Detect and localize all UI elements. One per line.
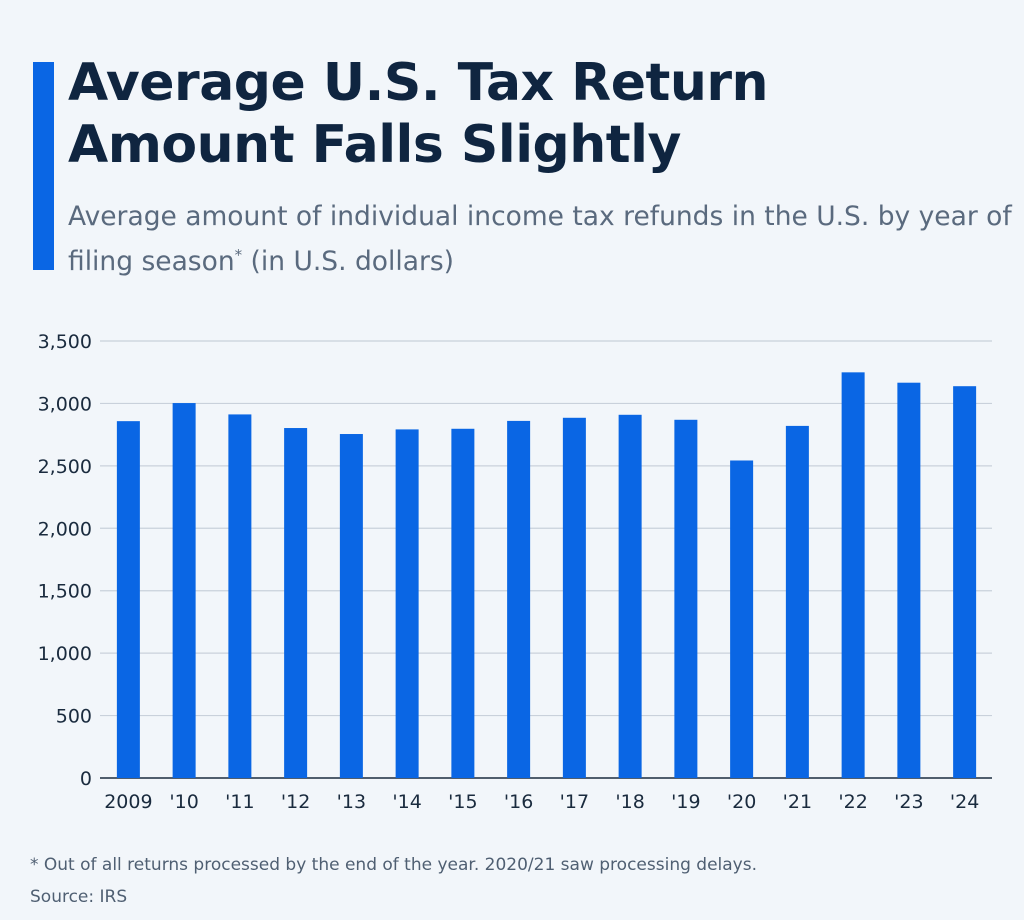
bar (562, 417, 586, 778)
footnote: * Out of all returns processed by the en… (30, 855, 757, 875)
x-tick-label: '15 (448, 791, 477, 813)
x-tick-label: '11 (225, 791, 254, 813)
x-tick-label: '16 (504, 791, 533, 813)
y-tick-label: 2,500 (38, 456, 92, 478)
x-tick-label: '22 (838, 791, 867, 813)
x-tick-label: '17 (560, 791, 589, 813)
bar (730, 460, 754, 778)
subtitle-unit: (in U.S. dollars) (242, 245, 454, 277)
bar (172, 403, 196, 778)
x-tick-label: '20 (727, 791, 756, 813)
y-tick-label: 3,000 (38, 393, 92, 415)
bar (395, 429, 419, 778)
bar (507, 420, 531, 778)
bar (116, 421, 140, 778)
x-tick-label: '19 (671, 791, 700, 813)
y-tick-label: 1,000 (38, 643, 92, 665)
chart-title: Average U.S. Tax Return Amount Falls Sli… (68, 53, 769, 175)
bar (897, 382, 921, 778)
x-tick-label: '10 (169, 791, 198, 813)
x-tick-label: 2009 (104, 791, 152, 813)
x-tick-label: '24 (950, 791, 979, 813)
y-tick-label: 2,000 (38, 518, 92, 540)
bar (618, 414, 642, 778)
x-tick-label: '12 (281, 791, 310, 813)
y-tick-label: 1,500 (38, 581, 92, 603)
source: Source: IRS (30, 887, 128, 907)
x-tick-label: '23 (894, 791, 923, 813)
bar (953, 386, 977, 778)
chart-subtitle: Average amount of individual income tax … (68, 198, 1018, 281)
x-tick-label: '13 (337, 791, 366, 813)
x-tick-label: '21 (783, 791, 812, 813)
title-accent-bar (33, 62, 54, 270)
y-tick-label: 500 (56, 706, 92, 728)
bar (841, 372, 865, 778)
bar (785, 425, 809, 778)
subtitle-text: Average amount of individual income tax … (68, 201, 1012, 277)
x-tick-label: '18 (615, 791, 644, 813)
bar (228, 414, 252, 778)
bar (451, 428, 475, 778)
y-tick-label: 3,500 (38, 331, 92, 353)
bar (284, 428, 308, 778)
bar (339, 434, 363, 778)
y-tick-label: 0 (80, 768, 92, 790)
bar (674, 419, 698, 778)
subtitle-footnote-mark: * (234, 246, 243, 264)
x-tick-label: '14 (392, 791, 421, 813)
